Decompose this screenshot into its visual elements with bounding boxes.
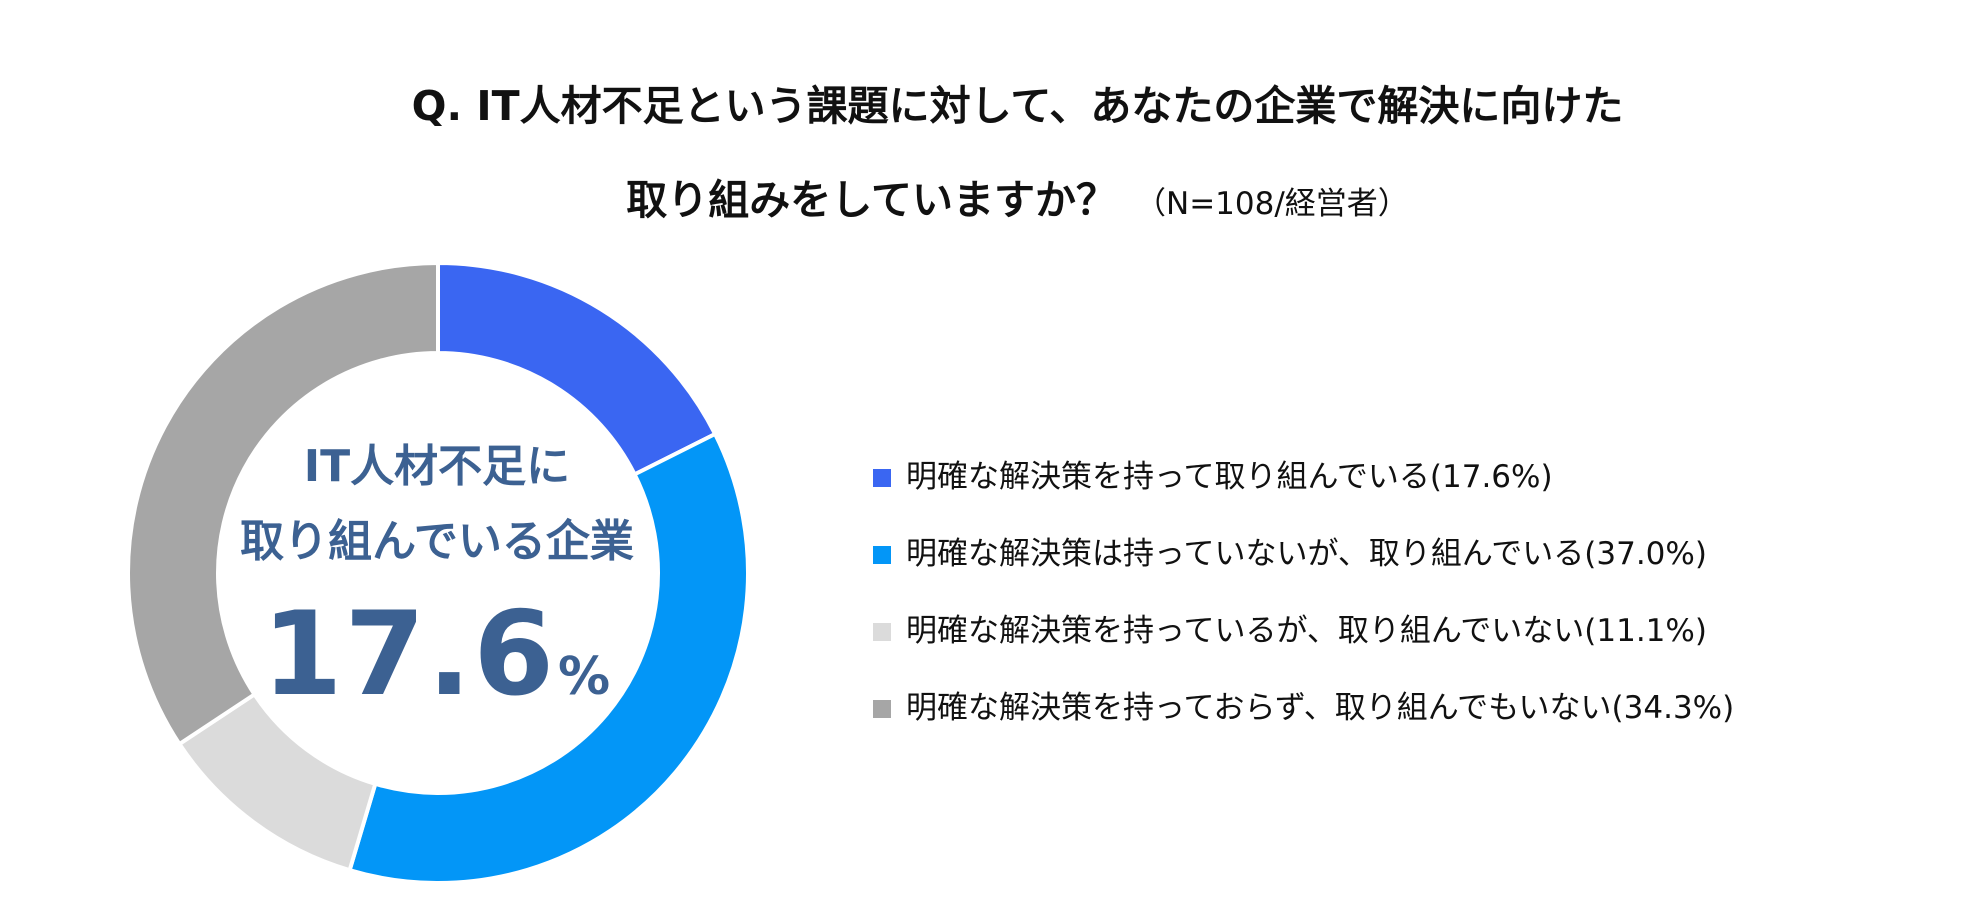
legend-label: 明確な解決策を持って取り組んでいる(17.6%): [906, 459, 1553, 495]
legend-item: 明確な解決策を持っておらず、取り組んでもいない(34.3%): [873, 666, 1734, 743]
donut-slice: [347, 431, 750, 885]
legend-swatch: [873, 622, 891, 641]
legend-item: 明確な解決策は持っていないが、取り組んでいる(37.0%): [873, 512, 1734, 589]
chart-legend: 明確な解決策を持って取り組んでいる(17.6%) 明確な解決策は持っていないが、…: [873, 435, 1734, 743]
donut-center-value: 17.6%: [187, 590, 687, 742]
chart-title-line2: 取り組みをしていますか？ （N=108/経営者）: [0, 170, 1968, 234]
legend-item: 明確な解決策を持っているが、取り組んでいない(11.1%): [873, 589, 1734, 666]
chart-title-line1: Q. IT人材不足という課題に対して、あなたの企業で解決に向けた: [411, 82, 1624, 130]
legend-swatch: [873, 468, 891, 487]
sample-size-note: （N=108/経営者）: [1135, 186, 1409, 222]
donut-slice: [126, 260, 440, 747]
donut-center-number: 17.6: [261, 587, 557, 722]
donut-center-unit: %: [558, 647, 613, 707]
legend-label: 明確な解決策は持っていないが、取り組んでいる(37.0%): [906, 536, 1707, 572]
donut-center-label-line2: 取り組んでいる企業: [240, 516, 634, 567]
legend-swatch: [873, 699, 891, 718]
legend-swatch: [873, 545, 891, 564]
donut-center-label-line1: IT人材不足に: [303, 441, 571, 492]
donut-chart: [126, 260, 750, 885]
legend-label: 明確な解決策を持っておらず、取り組んでもいない(34.3%): [906, 690, 1735, 726]
legend-item: 明確な解決策を持って取り組んでいる(17.6%): [873, 435, 1734, 512]
legend-label: 明確な解決策を持っているが、取り組んでいない(11.1%): [906, 613, 1707, 649]
chart-title-question: 取り組みをしていますか？: [626, 176, 1117, 224]
